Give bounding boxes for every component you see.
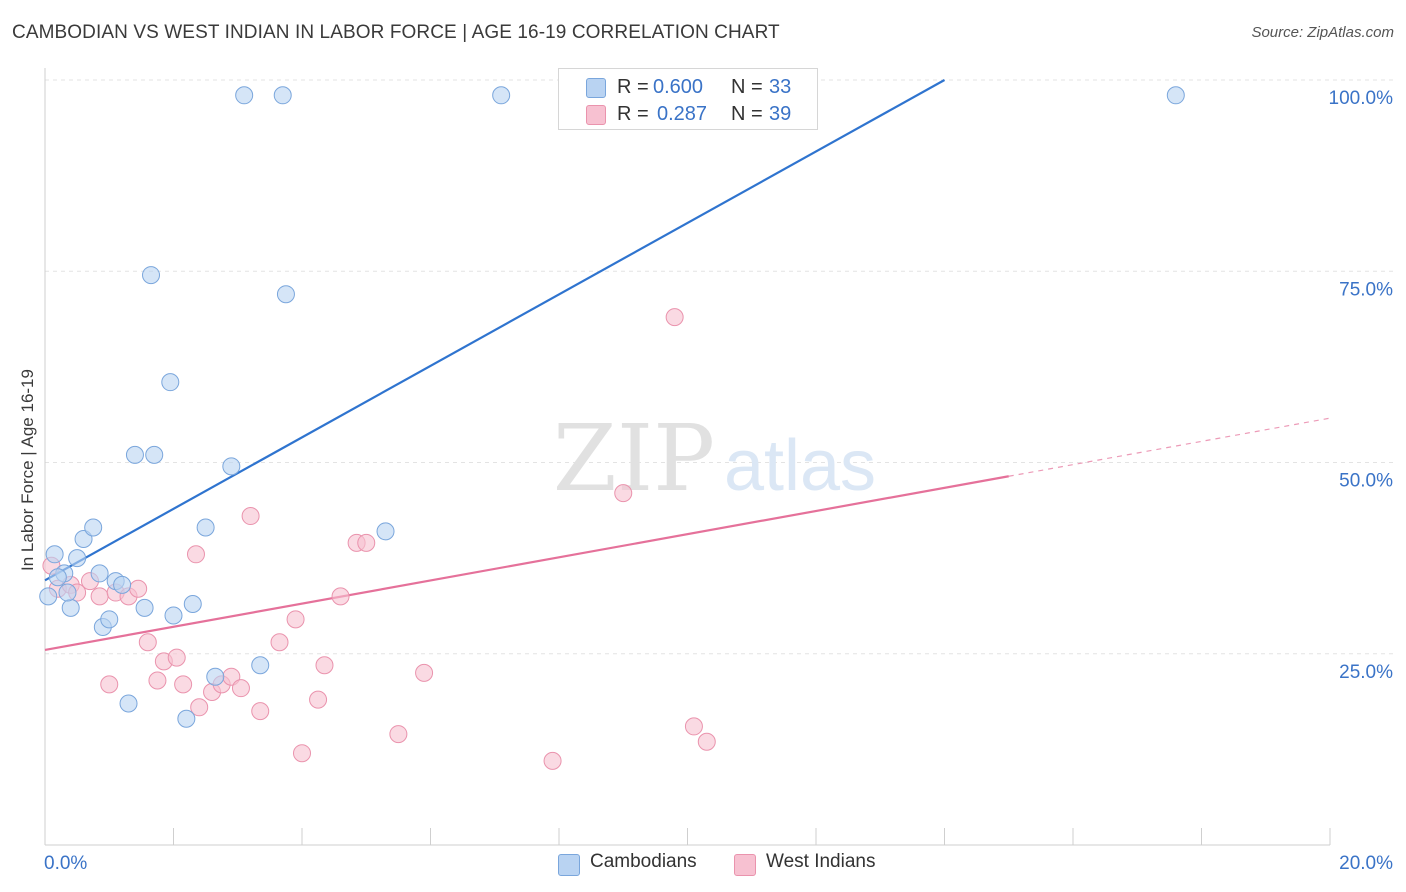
point-cambodian [235,86,254,105]
point-cambodian [84,518,103,537]
point-west-indian [241,507,260,526]
point-cambodian [125,445,144,464]
point-west-indian [286,610,305,629]
point-west-indian [100,675,119,694]
point-cambodian [161,373,180,392]
point-cambodian [119,694,138,713]
trend-line-cambodians [44,79,946,582]
point-west-indian [148,671,167,690]
legend-n-value-west-indians: 39 [769,103,792,125]
point-west-indian [684,717,703,736]
axes-layer [44,68,1331,846]
point-cambodian [45,545,64,564]
point-cambodian [164,606,183,625]
y-tick-label: 50.0% [1339,471,1393,492]
point-west-indian [315,656,334,675]
point-west-indian [665,308,684,327]
y-axis-label: In Labor Force | Age 16-19 [18,369,37,571]
legend-r-value-west-indians: 0.287 [657,103,708,125]
source-label: Source: ZipAtlas.com [1251,24,1394,41]
watermark: ZIP atlas [553,405,876,512]
legend-row-west-indians: R = 0.287 N = 39 [559,101,817,127]
point-cambodian [142,266,161,285]
y-tick-label: 100.0% [1329,88,1394,109]
point-cambodian [135,598,154,617]
y-tick-label: 25.0% [1339,662,1393,683]
point-cambodian [376,522,395,541]
point-west-indian [186,545,205,564]
legend-r-label: R = [617,103,649,125]
point-cambodian [251,656,270,675]
point-cambodian [74,530,93,548]
point-cambodian [58,583,77,602]
point-cambodian [273,86,292,105]
point-west-indian [415,663,434,682]
point-west-indian [309,690,328,709]
point-west-indian [138,633,157,652]
point-cambodian [177,709,196,728]
data-points [39,82,1185,770]
point-cambodian [61,598,80,617]
trend-lines [44,79,1331,652]
point-cambodian [222,457,241,476]
legend-n-label: N = [731,76,763,98]
bottom-legend-label-cambodians: Cambodians [590,851,697,872]
trend-line-west-indians-extension [1008,417,1331,477]
point-west-indian [190,698,209,717]
point-cambodian [100,610,119,629]
correlation-legend: R = 0.600 N = 33 R = 0.287 N = 39 [558,68,818,130]
legend-n-label: N = [731,103,763,125]
point-west-indian [357,533,376,552]
point-cambodian [492,86,511,105]
point-west-indian [90,587,109,606]
point-cambodian [90,564,109,583]
point-west-indian [167,648,186,667]
legend-r-label: R = [617,76,649,98]
point-west-indian [697,732,716,751]
trend-line-west-indians [44,475,1009,652]
point-cambodian [145,445,164,464]
point-west-indian [614,484,633,503]
bottom-legend-swatch-cambodians [558,854,580,876]
legend-r-value-cambodians: 0.600 [653,76,704,98]
point-west-indian [543,751,562,770]
point-cambodian [206,667,225,686]
legend-swatch-west-indians [586,105,606,125]
point-cambodian [68,549,87,568]
x-tick-label-min: 0.0% [44,853,87,874]
legend-row-cambodians: R = 0.600 N = 33 [559,74,817,100]
point-cambodian [39,587,58,606]
watermark-atlas: atlas [724,426,876,506]
tick-labels: 25.0% 50.0% 75.0% 100.0% 0.0% 20.0% [44,88,1393,874]
point-west-indian [231,679,250,698]
point-west-indian [174,675,193,694]
point-west-indian [293,744,311,763]
chart-title: CAMBODIAN VS WEST INDIAN IN LABOR FORCE … [12,22,780,43]
point-west-indian [129,579,148,598]
watermark-zip: ZIP [553,405,715,512]
point-west-indian [389,725,408,744]
point-west-indian [270,633,289,652]
point-cambodian [196,518,215,537]
y-tick-label: 75.0% [1339,279,1393,300]
grid-layer [45,79,1395,655]
point-cambodian [183,595,202,614]
bottom-legend-swatch-west-indians [734,854,756,876]
point-cambodian [276,285,295,304]
x-tick-label-max: 20.0% [1339,853,1393,874]
legend-n-value-cambodians: 33 [769,76,792,98]
point-west-indian [251,702,270,721]
point-cambodian [1166,86,1185,105]
bottom-legend-label-west-indians: West Indians [766,851,876,872]
point-west-indian [331,587,350,606]
legend-swatch-cambodians [586,78,606,98]
point-cambodian [113,575,132,594]
point-cambodian [48,568,67,587]
